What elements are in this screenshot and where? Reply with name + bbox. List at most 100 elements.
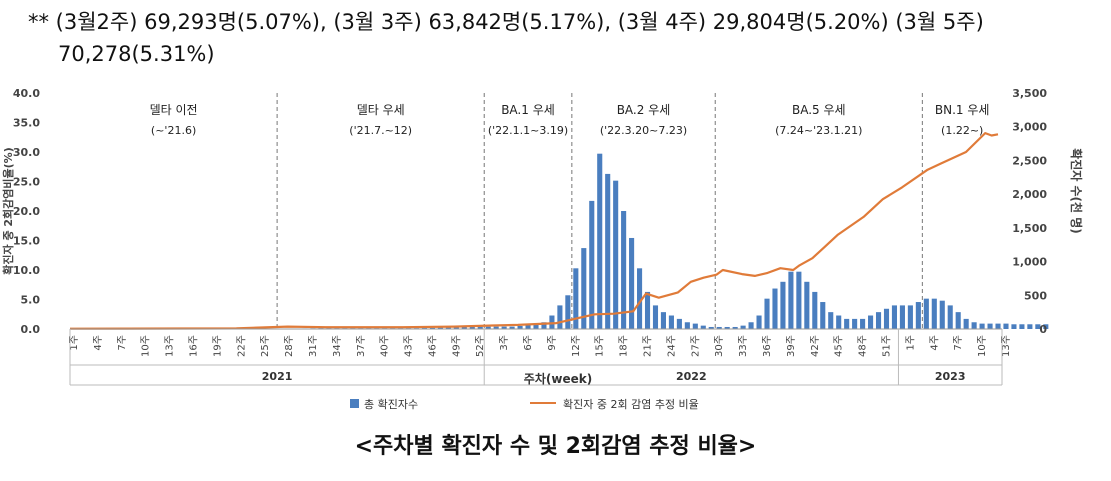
y-right-tick-label: 1,500 — [1012, 222, 1047, 235]
bar — [501, 326, 507, 329]
y-left-tick-label: 20.0 — [13, 205, 40, 218]
bar — [1003, 323, 1009, 329]
x-tick-label: 45주 — [834, 335, 845, 357]
bar — [947, 305, 953, 329]
period-range: (7.24~'23.1.21) — [775, 124, 862, 137]
bar — [963, 318, 969, 329]
bar — [804, 281, 810, 329]
x-tick-label: 30주 — [714, 335, 725, 357]
x-tick-label: 3주 — [499, 335, 510, 351]
x-tick-label: 39주 — [786, 335, 797, 357]
x-tick-label: 1주 — [905, 335, 916, 351]
period-range: ('22.1.1~3.19) — [488, 124, 568, 137]
y-left-tick-label: 5.0 — [21, 294, 41, 307]
bar — [485, 326, 491, 329]
bar — [828, 312, 834, 329]
period-dividers — [276, 93, 923, 329]
bar — [852, 318, 858, 329]
bar — [939, 300, 945, 329]
bar — [469, 326, 475, 329]
bar — [1011, 324, 1017, 329]
bar — [445, 327, 451, 329]
y-right-tick-label: 1,000 — [1012, 256, 1047, 269]
bar — [716, 326, 722, 329]
weekly-cases-chart: 0.0 5.0 10.0 15.0 20.0 25.0 30.0 35.0 40.0 0 500 1,… — [1, 87, 1084, 411]
bar — [732, 326, 738, 329]
year-label: 2023 — [935, 370, 966, 383]
bar — [621, 211, 627, 329]
x-tick-label: 24주 — [666, 335, 677, 357]
bar — [891, 305, 898, 329]
bar — [820, 302, 826, 329]
y-right-tick-label: 3,000 — [1012, 121, 1047, 134]
y-left-tick-label: 15.0 — [13, 235, 40, 248]
x-tick-label: 51주 — [882, 335, 893, 357]
year-label: 2021 — [262, 370, 293, 383]
bar — [907, 305, 913, 329]
bar — [796, 271, 802, 329]
bar — [995, 323, 1001, 329]
chart-caption: <주차별 확진자 수 및 2회감염 추정 비율> — [354, 434, 757, 459]
bar — [931, 298, 937, 329]
legend-swatch-bar — [350, 399, 359, 408]
x-tick-label: 28주 — [284, 335, 295, 357]
y-right-tick-label: 3,500 — [1012, 87, 1047, 100]
bar — [429, 327, 435, 329]
bar — [629, 237, 635, 329]
bar-series — [71, 153, 1049, 329]
x-tick-label: 25주 — [260, 335, 271, 357]
x-tick-label: 10주 — [141, 335, 152, 357]
x-tick-label: 9주 — [547, 335, 558, 351]
bar — [875, 312, 882, 329]
x-tick-label: 40주 — [380, 335, 391, 357]
bar — [509, 326, 515, 329]
bar — [517, 325, 523, 329]
year-label: 2022 — [676, 370, 707, 383]
bar — [652, 305, 659, 329]
period-name: BN.1 우세 — [935, 103, 990, 117]
x-tick-label: 16주 — [189, 335, 200, 357]
bar — [923, 298, 929, 329]
bar — [836, 315, 842, 329]
bar — [684, 322, 690, 329]
bar — [692, 323, 698, 329]
bar — [780, 281, 786, 329]
x-tick-label: 22주 — [236, 335, 247, 357]
note-text: ** (3월2주) 69,293명(5.07%), (3월 3주) 63,842… — [28, 6, 1108, 70]
x-tick-label: 21주 — [643, 335, 654, 357]
x-tick-label: 43주 — [404, 335, 415, 357]
bar — [1019, 324, 1025, 329]
axes: 0.0 5.0 10.0 15.0 20.0 25.0 30.0 35.0 40.0 0 500 1,… — [1, 87, 1084, 386]
x-tick-label: 13주 — [1001, 335, 1012, 357]
bar — [788, 271, 794, 329]
y-right-axis-title: 확진자 수(천 명) — [1069, 148, 1084, 234]
note-line-2: 70,278(5.31%) — [58, 42, 215, 66]
bar — [613, 180, 619, 329]
bar — [565, 295, 571, 329]
bar — [589, 200, 595, 329]
x-tick-label: 7주 — [117, 335, 128, 351]
y-left-axis-title: 확진자 중 2회감염비율(%) — [1, 147, 15, 274]
bar — [541, 322, 547, 329]
bar — [764, 298, 770, 329]
x-tick-label: 7주 — [953, 335, 964, 351]
x-tick-label: 36주 — [762, 335, 773, 357]
ratio-line — [69, 132, 999, 330]
period-name: BA.5 우세 — [792, 103, 846, 117]
bar — [700, 325, 706, 329]
period-range: (~'21.6) — [151, 124, 196, 137]
bar — [708, 326, 714, 329]
bar — [1035, 324, 1041, 329]
y-right-tick-label: 0 — [1039, 323, 1047, 336]
period-name: BA.1 우세 — [501, 103, 555, 117]
x-tick-label: 52주 — [475, 335, 486, 357]
bar — [987, 323, 993, 329]
bar — [477, 326, 483, 329]
bar — [637, 268, 643, 329]
bar — [597, 153, 603, 329]
x-tick-label: 6주 — [523, 335, 534, 351]
period-range: ('22.3.20~7.23) — [600, 124, 687, 137]
y-right-tick-label: 2,500 — [1012, 154, 1047, 167]
legend: 총 확진자수 확진자 중 2회 감염 추정 비율 — [350, 398, 699, 411]
bar — [573, 268, 579, 329]
